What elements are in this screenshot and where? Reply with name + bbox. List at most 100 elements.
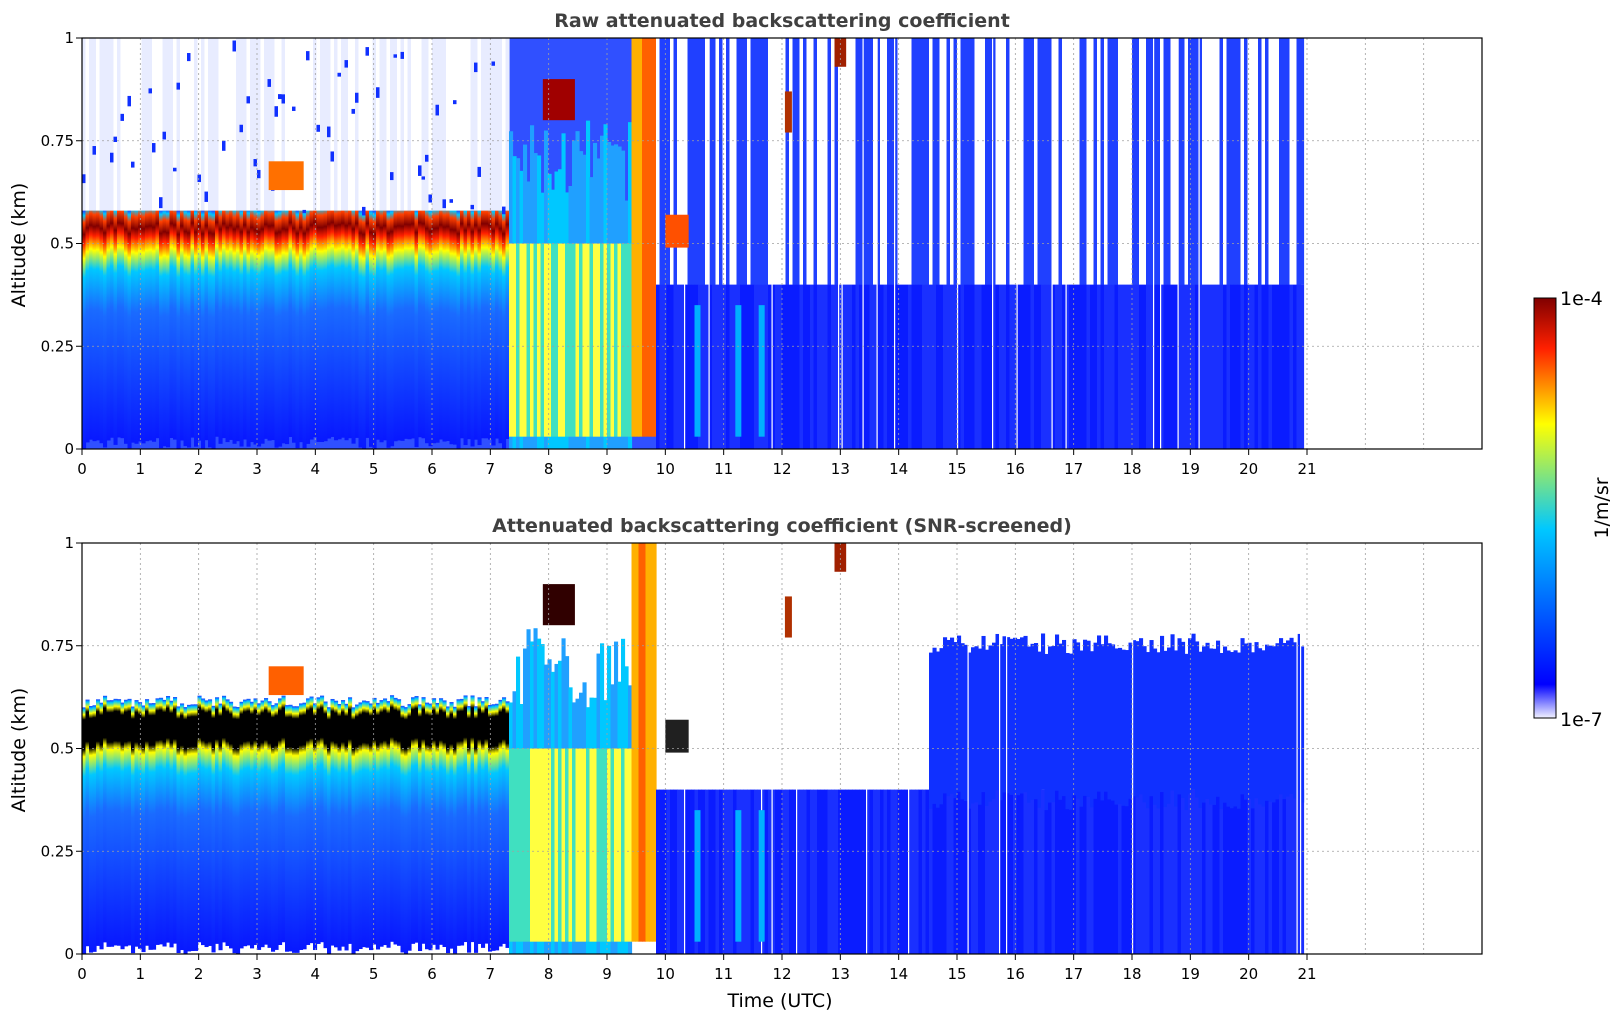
heatmap-column (729, 284, 734, 449)
heatmap-column (883, 284, 888, 449)
heatmap-cloud (665, 214, 689, 248)
heatmap-column (477, 697, 482, 944)
heatmap-column (1093, 642, 1098, 799)
heatmap-noise (316, 38, 321, 211)
heatmap-noise (887, 38, 892, 285)
heatmap-column (589, 748, 594, 942)
heatmap-column (635, 38, 640, 437)
heatmap-column (1069, 284, 1074, 449)
heatmap-column (855, 284, 860, 449)
heatmap-column (1188, 284, 1193, 449)
heatmap-column (663, 284, 668, 449)
heatmap-column (1023, 635, 1028, 793)
heatmap-column (1163, 789, 1168, 954)
x-tick-label: 12 (772, 460, 791, 478)
heatmap-noise (1209, 38, 1214, 285)
heatmap-column (673, 789, 678, 954)
heatmap-column (1107, 284, 1112, 449)
heatmap-noise (197, 38, 202, 211)
heatmap-noise (1044, 38, 1049, 285)
heatmap-column (701, 789, 706, 954)
heatmap-column (313, 198, 318, 438)
heatmap-column (155, 698, 160, 945)
heatmap-column (1111, 644, 1116, 801)
heatmap-noise (239, 124, 244, 133)
heatmap-noise (988, 38, 993, 285)
heatmap-noise (1118, 38, 1123, 285)
heatmap-column (316, 697, 321, 944)
heatmap-column (232, 205, 237, 444)
heatmap-plume (694, 305, 701, 437)
heatmap-noise (715, 38, 720, 285)
heatmap-noise (145, 38, 150, 211)
heatmap-noise (264, 38, 269, 211)
heatmap-noise (204, 38, 209, 211)
heatmap-column (1202, 789, 1207, 954)
heatmap-column (981, 284, 986, 449)
heatmap-noise (481, 38, 486, 211)
heatmap-noise (855, 38, 860, 285)
heatmap-column (407, 200, 412, 440)
heatmap-column (677, 284, 682, 449)
heatmap-mask (617, 543, 622, 626)
heatmap-mask (600, 543, 605, 626)
heatmap-column (880, 789, 885, 954)
heatmap-column (285, 205, 290, 445)
heatmap-noise (428, 194, 433, 203)
heatmap-column (848, 284, 853, 449)
heatmap-column (1191, 284, 1196, 449)
heatmap-column (1044, 789, 1049, 954)
heatmap-column (309, 696, 314, 944)
heatmap-column (607, 748, 612, 942)
heatmap-noise (1230, 38, 1235, 285)
heatmap-column (943, 637, 948, 794)
heatmap-column (1076, 642, 1081, 799)
heatmap-column (1020, 637, 1025, 794)
heatmap-noise (866, 38, 871, 285)
heatmap-column (848, 789, 853, 954)
heatmap-column (442, 203, 447, 442)
heatmap-mask (621, 543, 626, 626)
heatmap-column (841, 284, 846, 449)
heatmap-column (1177, 789, 1182, 954)
y-axis-label-screened: Altitude (km) (8, 688, 30, 813)
heatmap-column (1219, 789, 1224, 954)
heatmap-column (586, 243, 591, 437)
heatmap-column (1230, 652, 1235, 809)
heatmap-noise (1058, 38, 1063, 285)
heatmap-noise (736, 38, 741, 285)
heatmap-column (470, 208, 475, 447)
heatmap-column (1058, 284, 1063, 449)
heatmap-column (579, 748, 584, 942)
heatmap-column (1195, 284, 1200, 449)
heatmap-noise (939, 38, 944, 285)
heatmap-noise (1020, 38, 1025, 285)
heatmap-column (222, 199, 227, 439)
heatmap-column (1300, 646, 1305, 803)
heatmap-column (740, 789, 745, 954)
heatmap-noise (124, 38, 129, 211)
heatmap-noise (222, 140, 227, 151)
heatmap-column (943, 284, 948, 449)
heatmap-column (558, 243, 563, 437)
heatmap-column (481, 199, 486, 439)
heatmap-column (309, 201, 314, 440)
heatmap-column (134, 700, 139, 947)
x-tick-label: 0 (77, 965, 87, 983)
heatmap-column (974, 789, 979, 954)
heatmap-column (1293, 789, 1298, 954)
heatmap-noise (474, 38, 479, 211)
heatmap-column (1016, 284, 1021, 449)
heatmap-column (1167, 789, 1172, 954)
heatmap-noise (376, 87, 381, 98)
x-tick-label: 17 (1064, 460, 1083, 478)
heatmap-column (516, 748, 521, 942)
heatmap-column (166, 208, 171, 448)
heatmap-column (124, 205, 129, 444)
heatmap-column (971, 789, 976, 954)
heatmap-noise (701, 38, 706, 285)
heatmap-column (183, 207, 188, 447)
heatmap-column (628, 243, 633, 437)
heatmap-column (1202, 284, 1207, 449)
heatmap-column (1069, 653, 1074, 810)
